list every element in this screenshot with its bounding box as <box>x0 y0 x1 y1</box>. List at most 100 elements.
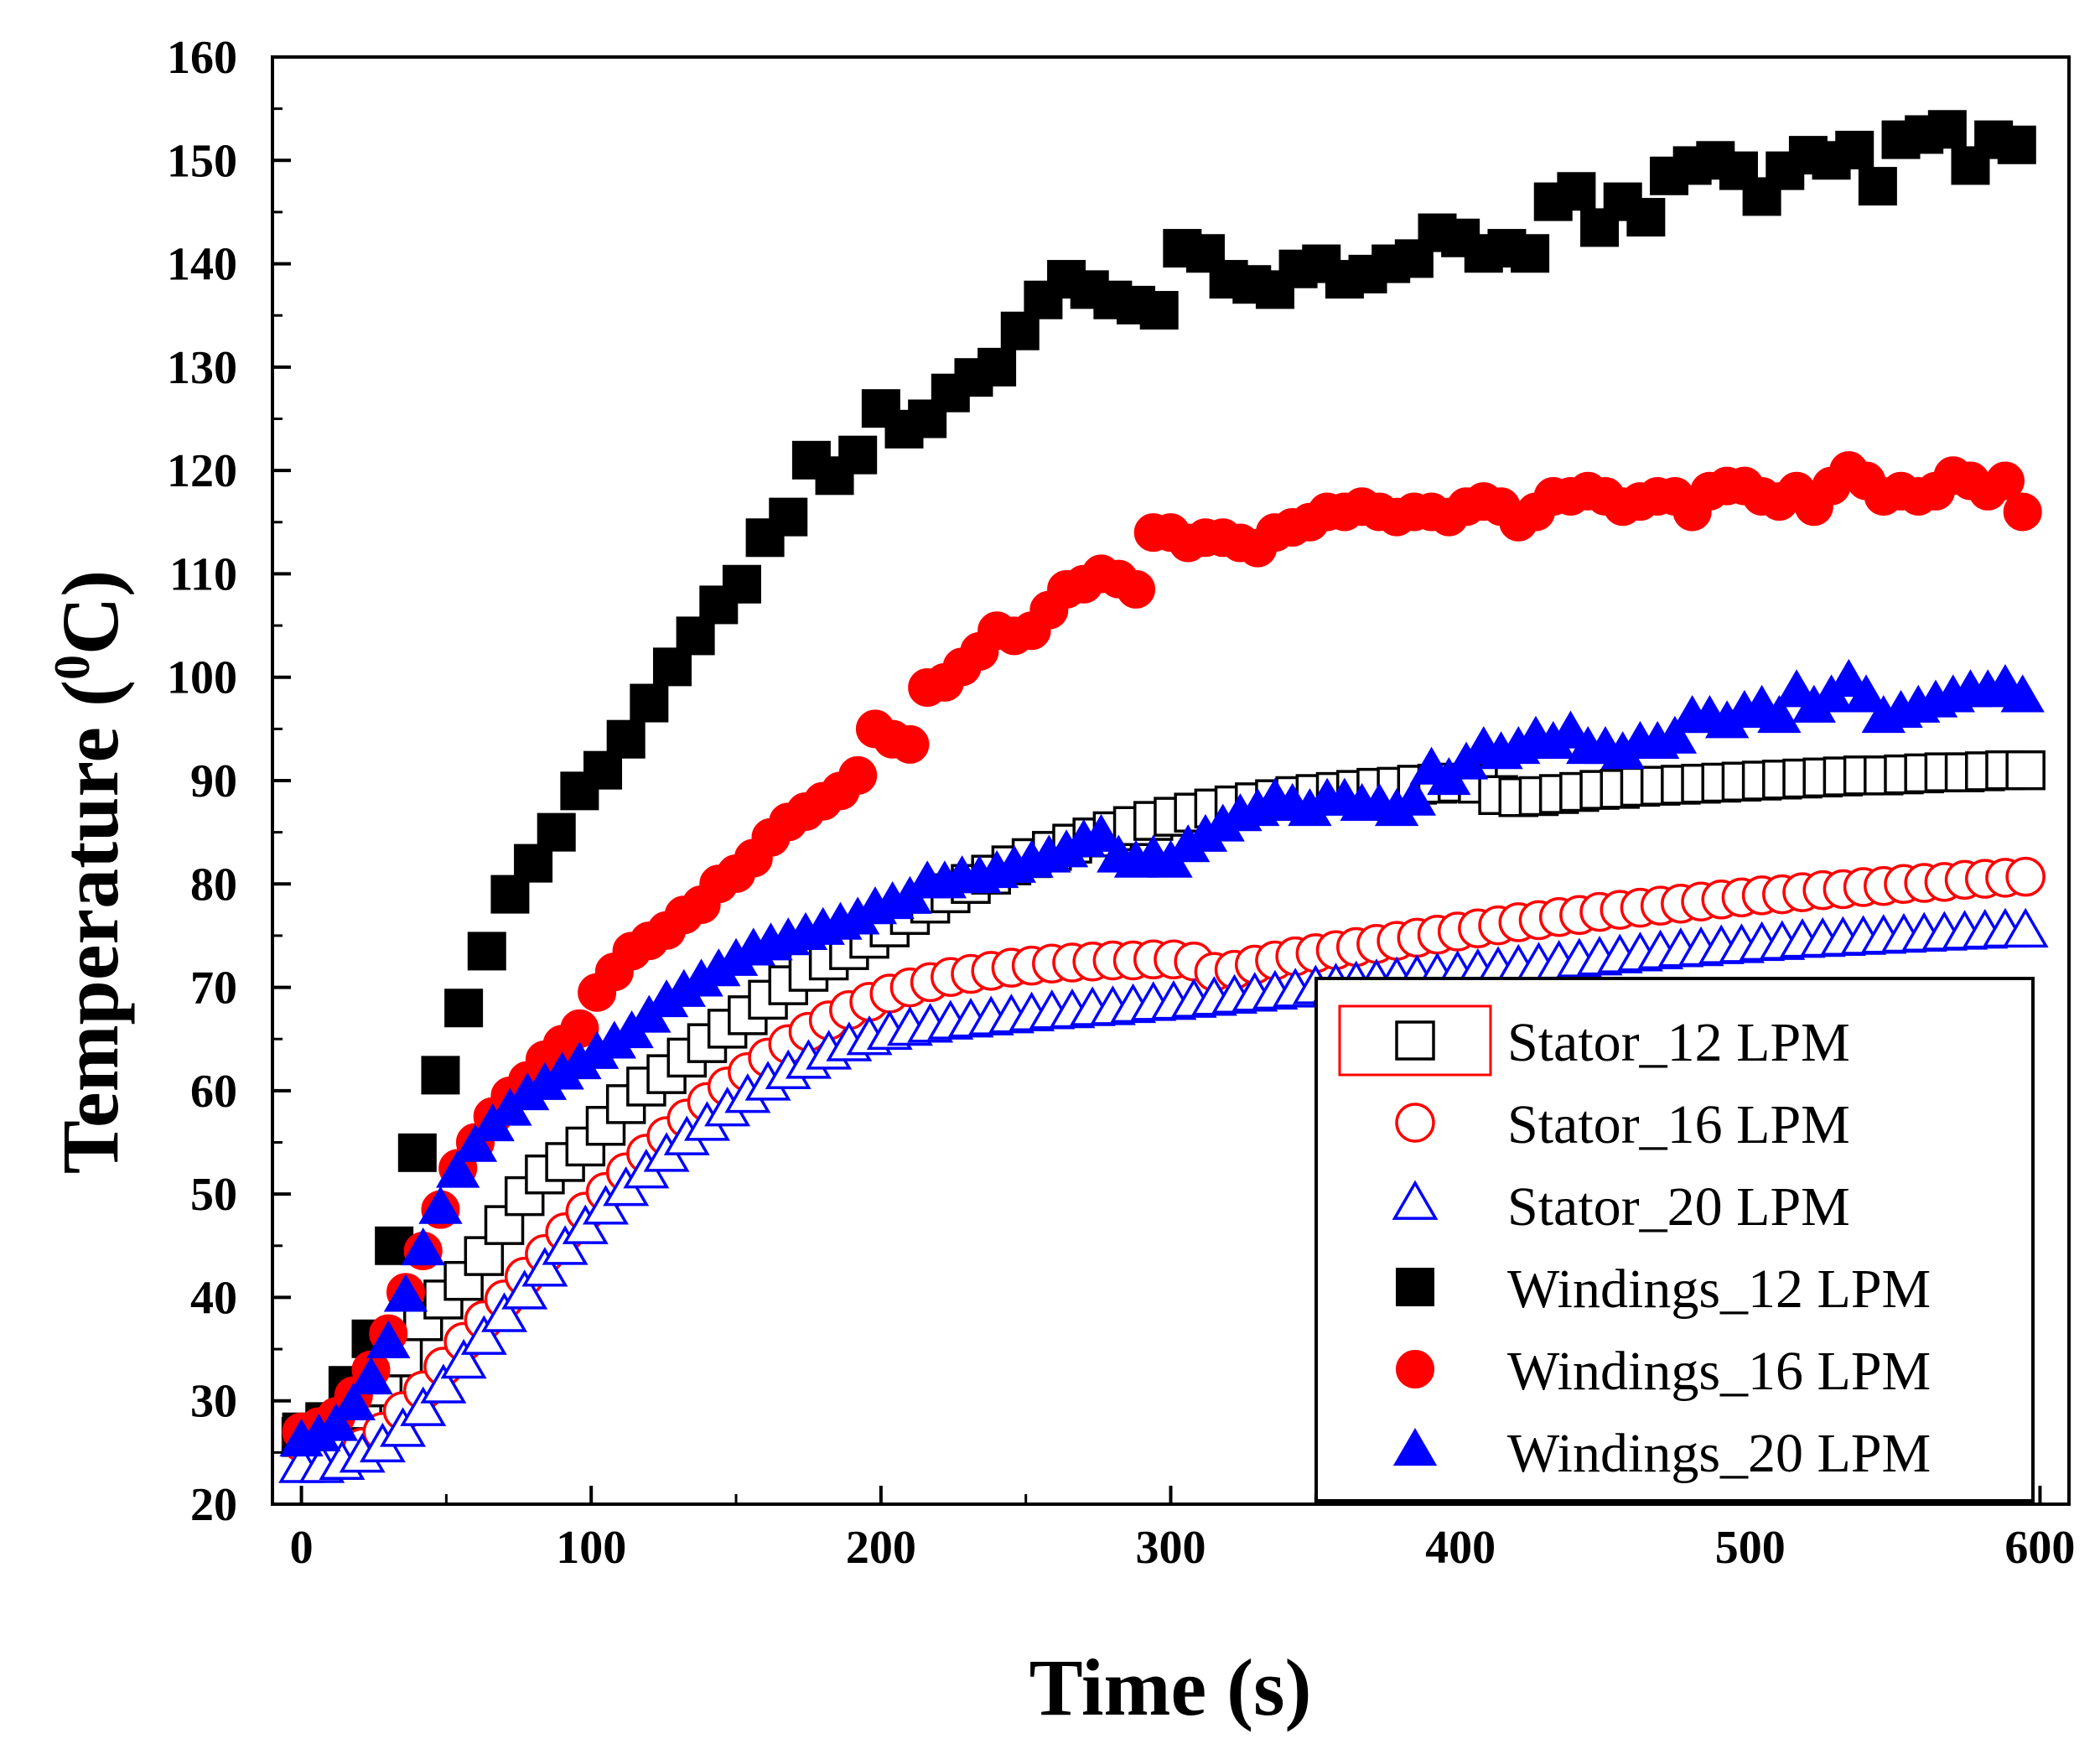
data-point <box>1511 234 1550 273</box>
legend-marker <box>1395 1020 1435 1061</box>
y-axis-title-unit: C) <box>45 570 135 655</box>
data-point <box>2005 856 2046 897</box>
legend-entry: Stator_20 LPM <box>1392 1176 1850 1238</box>
data-point <box>331 1382 376 1420</box>
data-point <box>436 1150 480 1188</box>
data-point <box>401 1227 445 1266</box>
data-point <box>420 1363 467 1404</box>
data-point <box>1626 198 1666 237</box>
legend-entry: Stator_16 LPM <box>1395 1094 1850 1155</box>
data-point <box>467 932 506 971</box>
data-point <box>484 1205 525 1245</box>
y-tick-label: 110 <box>169 548 237 600</box>
y-tick-label: 140 <box>167 239 237 291</box>
legend-marker <box>1392 1428 1438 1466</box>
data-point <box>1024 280 1063 319</box>
legend-highlight <box>1338 1004 1492 1077</box>
data-point <box>2005 750 2046 791</box>
data-point <box>838 435 878 475</box>
data-point <box>1927 110 1967 149</box>
data-point <box>1652 715 1698 754</box>
legend-marker <box>1396 1350 1434 1388</box>
data-point <box>521 1247 568 1287</box>
data-point <box>542 1225 589 1265</box>
data-point <box>1858 167 1897 206</box>
data-point <box>2000 674 2045 713</box>
data-point <box>562 1204 609 1244</box>
x-tick-label: 400 <box>1425 1522 1496 1574</box>
data-point <box>501 1269 548 1310</box>
y-axis-title: Temperature (0C) <box>44 570 135 1175</box>
x-tick-labels: 0 100 200 300 400 500 600 <box>290 1522 2076 1574</box>
data-point <box>1835 130 1874 169</box>
plot-marks <box>278 110 2049 1483</box>
y-tick-labels: 20 30 40 50 60 70 80 90 100 110 120 130 140 150 160 <box>167 32 237 1531</box>
data-point <box>1079 813 1123 852</box>
data-point <box>444 989 484 1028</box>
data-point <box>630 683 669 723</box>
data-point <box>383 1274 428 1312</box>
data-point <box>1557 172 1596 211</box>
data-point <box>890 724 930 764</box>
y-axis-title-main: Temperature ( <box>45 680 135 1174</box>
legend-label: Stator_20 LPM <box>1507 1176 1850 1238</box>
x-tick-label: 0 <box>290 1522 314 1574</box>
legend-entry: Windings_20 LPM <box>1392 1423 1931 1484</box>
data-point <box>1757 695 1802 734</box>
x-axis-title: Time (s) <box>1029 1643 1312 1732</box>
legend-label: Windings_16 LPM <box>1507 1341 1931 1402</box>
data-point <box>464 1236 505 1276</box>
legend-entry: Stator_12 LPM <box>1395 1012 1850 1073</box>
x-tick-label: 300 <box>1136 1522 1206 1574</box>
y-tick-label: 120 <box>167 445 237 497</box>
data-point <box>314 1403 359 1441</box>
data-point <box>481 1292 527 1332</box>
y-tick-label: 50 <box>190 1169 237 1221</box>
data-point <box>440 1338 487 1379</box>
y-tick-label: 80 <box>190 859 237 911</box>
data-point <box>1392 777 1437 816</box>
y-tick-label: 30 <box>190 1376 237 1428</box>
y-tick-label: 150 <box>167 135 237 187</box>
data-point <box>418 1186 463 1224</box>
legend-marker <box>1392 1180 1439 1220</box>
y-tick-label: 90 <box>190 755 237 807</box>
legend-entry: Windings_12 LPM <box>1396 1259 1931 1320</box>
legend-label: Stator_12 LPM <box>1507 1012 1850 1073</box>
data-point <box>1997 125 2036 164</box>
data-point <box>977 347 1017 387</box>
data-point <box>400 1386 447 1426</box>
data-point <box>1985 461 2025 501</box>
data-point <box>2003 492 2042 532</box>
x-tick-label: 200 <box>846 1522 916 1574</box>
data-point <box>366 1320 411 1359</box>
legend-label: Stator_16 LPM <box>1507 1094 1850 1155</box>
legend-marker <box>1396 1268 1434 1306</box>
data-point <box>769 497 808 537</box>
svg-text:Temperature (0C): Temperature (0C) <box>44 570 135 1175</box>
data-point <box>380 1407 427 1447</box>
data-point <box>453 1124 498 1162</box>
y-tick-label: 130 <box>167 342 237 394</box>
data-point <box>349 1357 393 1395</box>
data-point <box>2002 907 2049 948</box>
y-tick-label: 60 <box>190 1066 237 1118</box>
legend-box <box>1314 977 2035 1502</box>
data-point <box>1117 569 1156 609</box>
data-point <box>1843 674 1889 713</box>
y-tick-label: 160 <box>167 32 237 84</box>
legend-label: Windings_20 LPM <box>1507 1423 1931 1484</box>
y-tick-label: 20 <box>190 1479 237 1531</box>
series-windings-20-lpm <box>279 658 2045 1457</box>
x-tick-label: 100 <box>556 1522 626 1574</box>
legend-entry: Windings_16 LPM <box>1396 1341 1931 1402</box>
data-point <box>537 812 576 852</box>
data-point <box>460 1315 507 1355</box>
legend-label: Windings_12 LPM <box>1507 1259 1931 1320</box>
data-point <box>421 1056 460 1095</box>
data-point <box>722 564 761 604</box>
data-point <box>606 719 646 759</box>
data-point <box>1139 291 1179 330</box>
y-tick-label: 70 <box>190 963 237 1015</box>
